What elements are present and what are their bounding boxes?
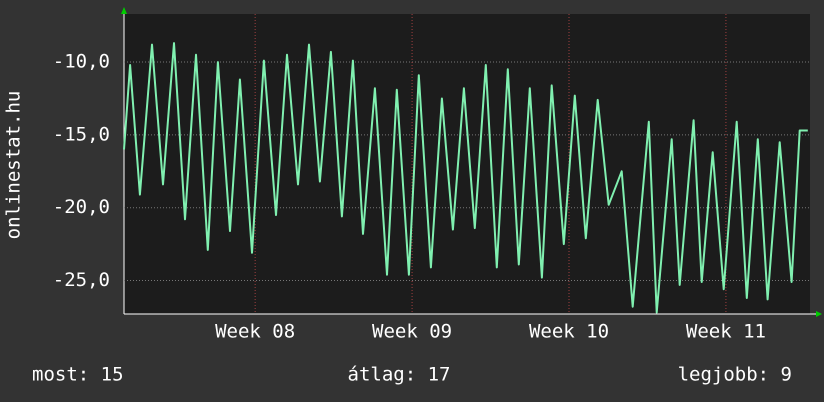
y-tick-label: -25,0 <box>53 269 110 291</box>
y-tick-label: -15,0 <box>53 123 110 145</box>
x-tick-label: Week 09 <box>372 321 452 343</box>
y-tick-label: -20,0 <box>53 196 110 218</box>
data-line <box>123 42 808 314</box>
stat-average: átlag: 17 <box>348 364 451 386</box>
plot-area <box>124 14 810 314</box>
x-tick-label: Week 11 <box>686 321 766 343</box>
axis-arrow <box>121 7 127 14</box>
stat-best: legjobb: 9 <box>678 364 792 386</box>
x-tick-label: Week 08 <box>215 321 295 343</box>
x-tick-label: Week 10 <box>529 321 609 343</box>
stat-current: most: 15 <box>32 364 124 386</box>
y-axis-title: onlinestat.hu <box>3 91 25 240</box>
y-tick-label: -10,0 <box>53 51 110 73</box>
axis-arrow <box>816 311 822 317</box>
